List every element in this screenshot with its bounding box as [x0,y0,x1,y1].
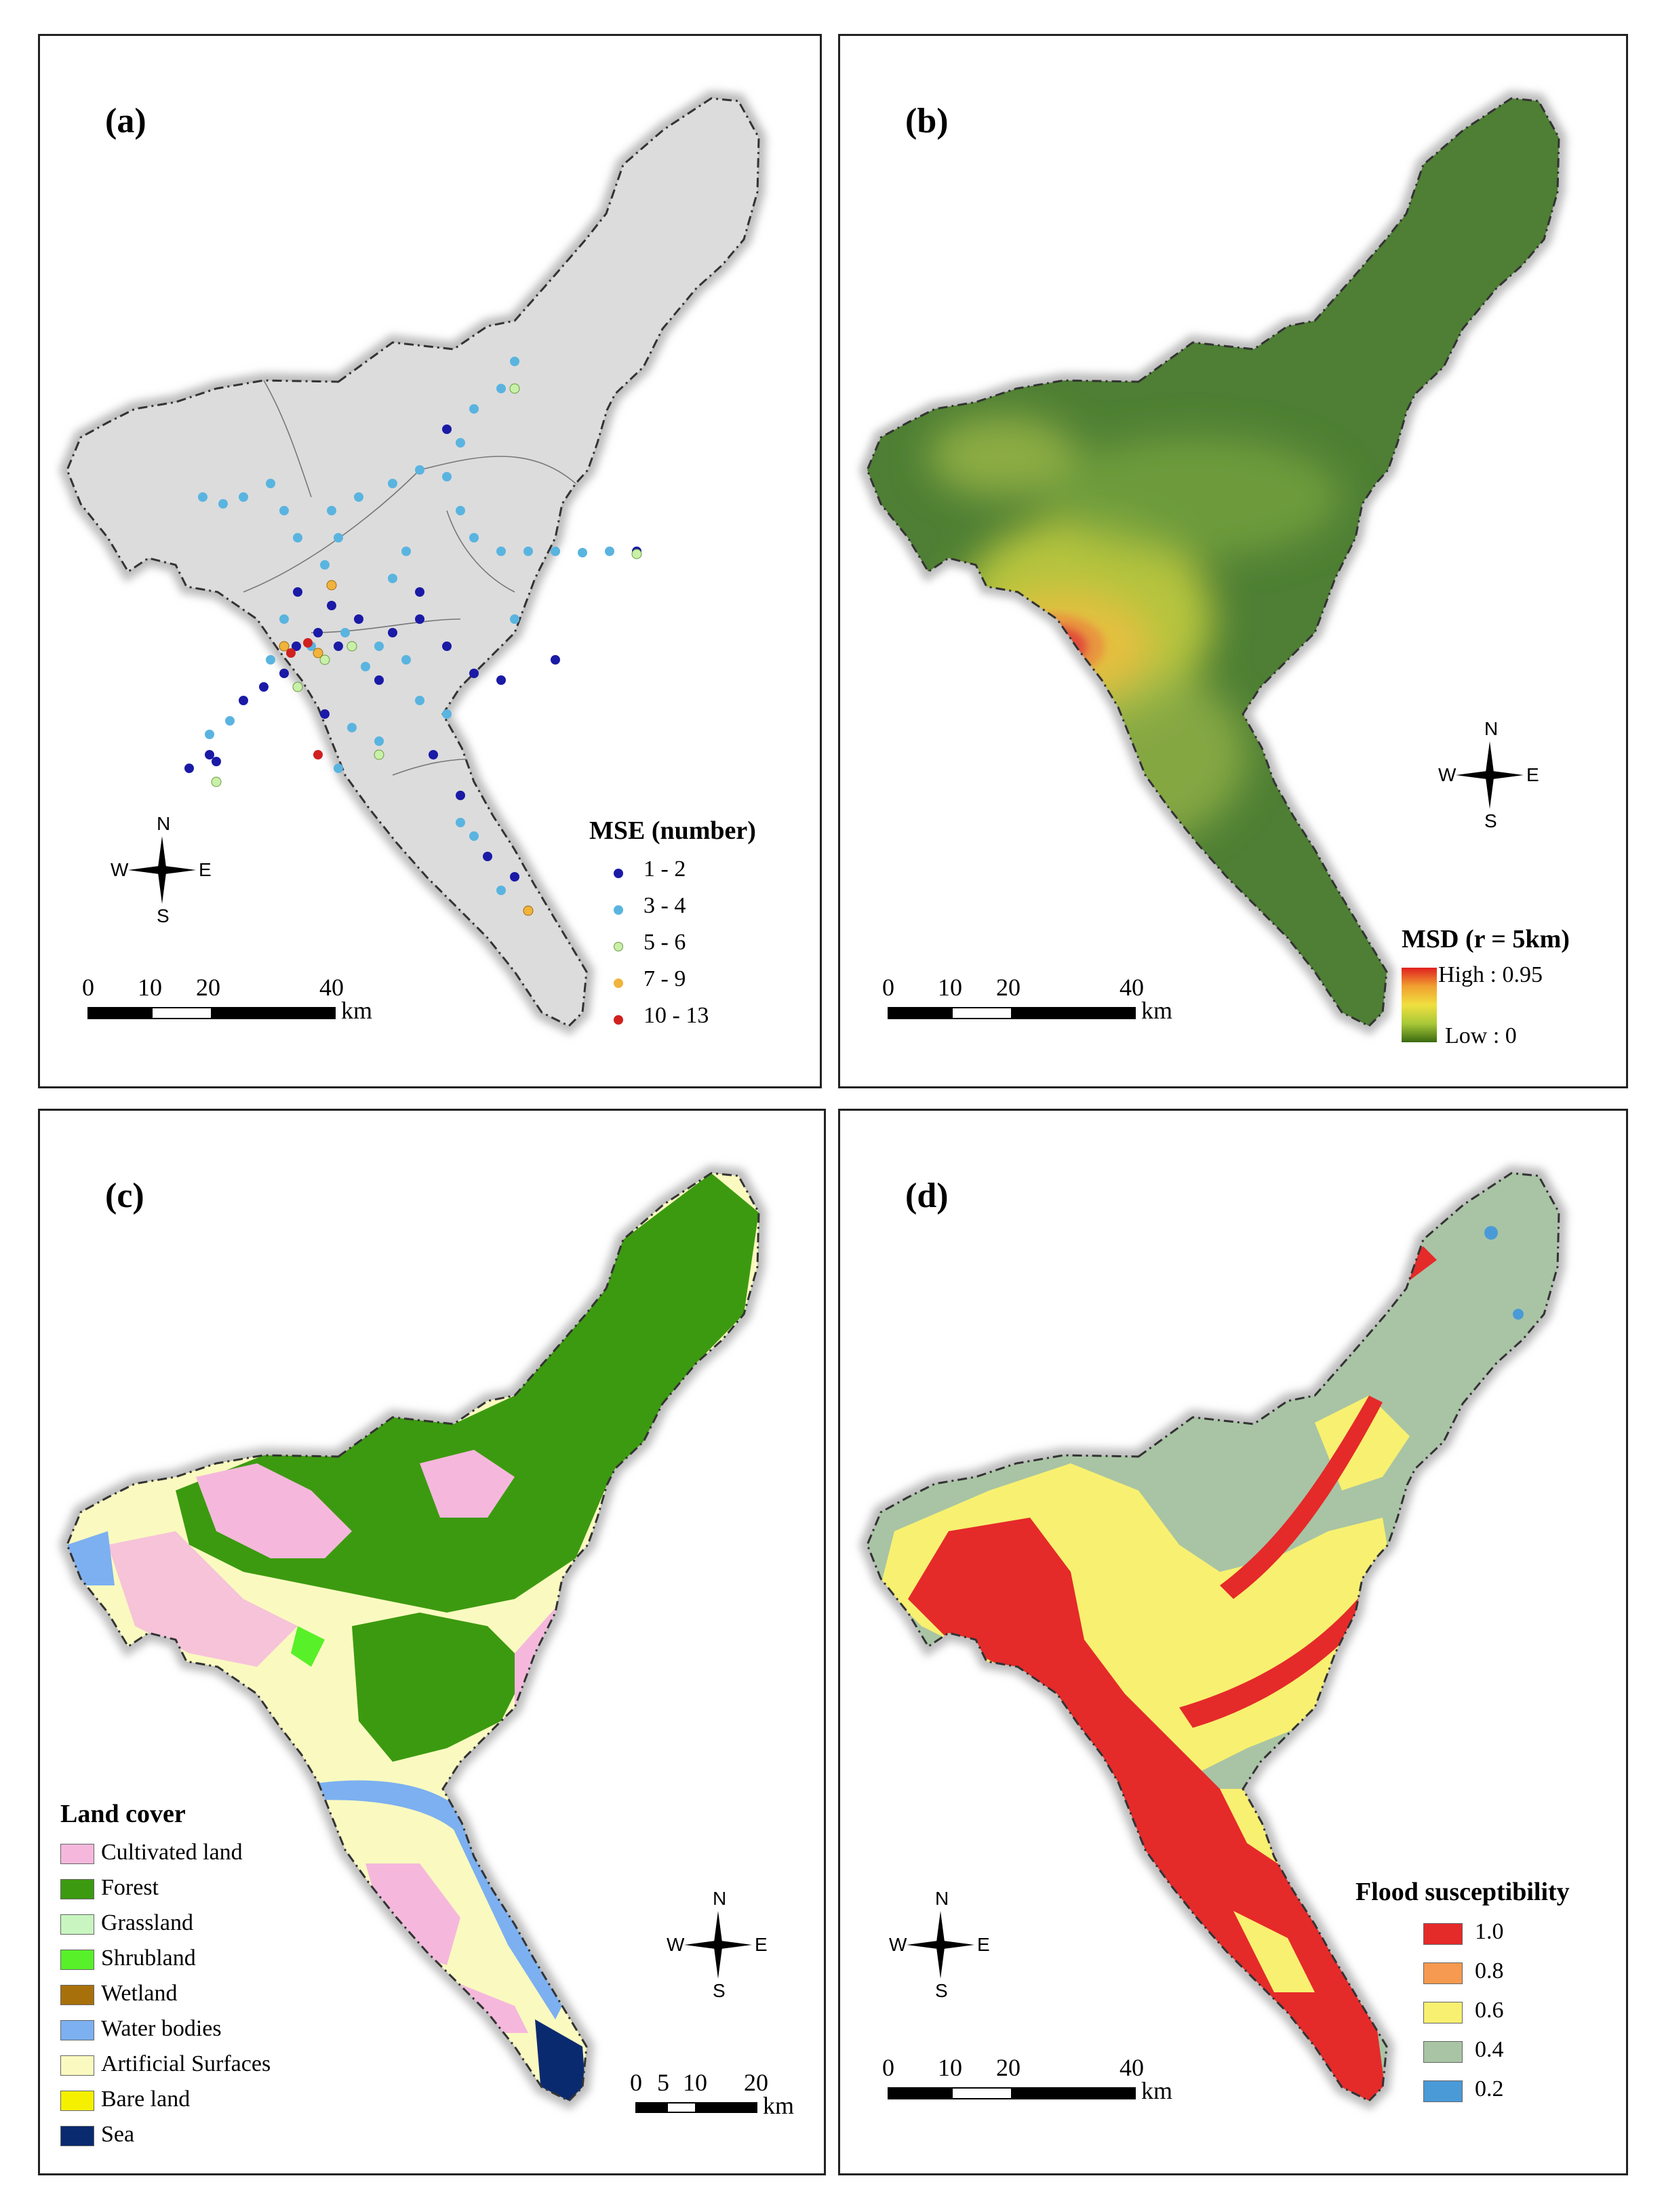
legend-b-gradient [1402,968,1437,1042]
region-basemap-b [867,98,1559,1026]
panel-b-msd-map: (b) N S W E 0 10 20 40 km MSD (r = 5km) … [838,34,1628,1088]
panel-d-flood-map: (d) N S W E 0 10 20 40 km Flood suscepti… [838,1109,1628,2175]
compass-s: S [157,905,170,926]
compass-w: W [111,859,129,880]
compass-e: E [1526,764,1539,785]
compass-w: W [1438,764,1457,785]
mse-points [184,357,642,916]
panel-a-label: (a) [105,102,146,140]
scale-bar-b: 0 10 20 40 km [882,974,1173,1024]
legend-c-title: Land cover [60,1800,186,1828]
scale-bar-a: 0 10 20 40 km [82,974,373,1024]
compass-w: W [667,1934,685,1955]
compass-e: E [755,1934,768,1955]
legend-b-high: High : 0.95 [1438,962,1543,987]
panel-c-label: (c) [105,1177,144,1215]
compass-n: N [157,813,171,834]
panel-c-landcover-map: (c) Land cover Cultivated land Forest Gr… [38,1109,826,2175]
compass-s: S [713,1980,726,2001]
compass-e: E [199,859,212,880]
compass-s: S [1484,810,1497,831]
compass-s: S [935,1980,948,2001]
scale-bar-d: 0 10 20 40 km [882,2054,1173,2104]
legend-b-title: MSD (r = 5km) [1402,925,1570,953]
compass-n: N [713,1888,727,1909]
legend-b: MSD (r = 5km) High : 0.95 Low : 0 [1402,924,1619,1073]
legend-d: Flood susceptibility 1.0 0.8 0.6 0.4 0.2 [1355,1878,1570,2102]
legend-c: Land cover Cultivated land Forest Grassl… [60,1800,271,2147]
compass-n: N [935,1888,949,1909]
compass-a: N S W E [111,813,212,926]
panel-b-label: (b) [905,102,949,140]
compass-d: N S W E [889,1888,990,2001]
scale-bar-c: 0 5 10 20 km [630,2069,795,2119]
panel-a-mse-map: (a) N S W E 0 10 20 40 km MSE (number) 1… [38,34,822,1088]
compass-c: N S W E [667,1888,768,2001]
compass-b: N S W E [1438,718,1539,831]
legend-a: MSE (number) 1 - 2 3 - 4 5 - 6 7 - 9 10 … [589,816,756,1028]
legend-a-title: MSE (number) [589,816,756,845]
panel-d-label: (d) [905,1177,949,1215]
compass-w: W [889,1934,907,1955]
legend-b-low: Low : 0 [1445,1023,1517,1048]
legend-d-title: Flood susceptibility [1355,1878,1570,1906]
compass-e: E [977,1934,990,1955]
compass-n: N [1484,718,1499,739]
